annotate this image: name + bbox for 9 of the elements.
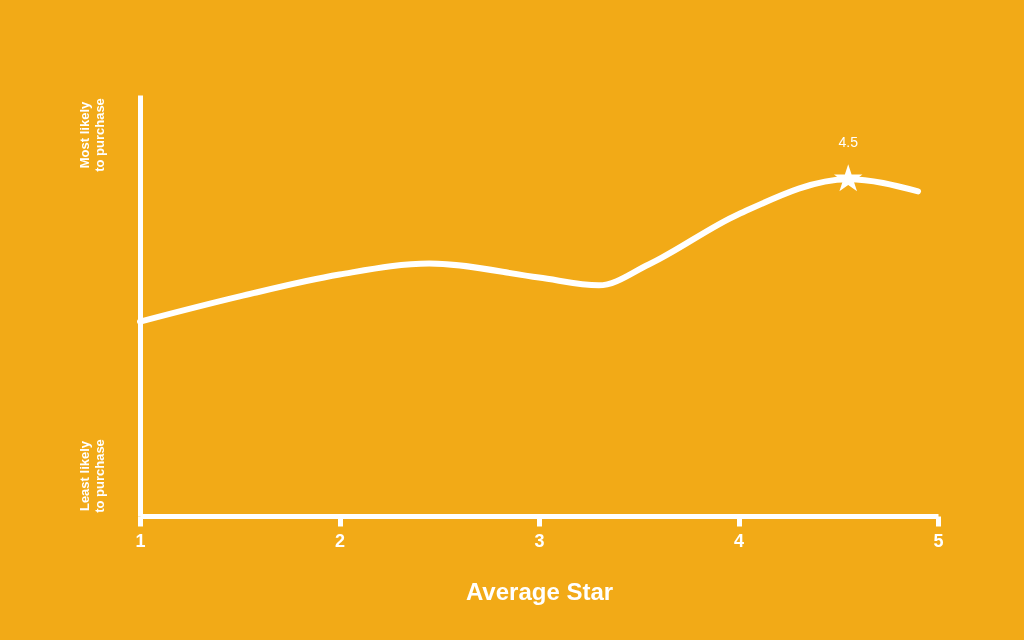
text: Most likely to purchase (77, 98, 107, 172)
x-tick-label: 4 (733, 530, 745, 551)
x-tick-label: 2 (334, 530, 346, 551)
x-axis-title: Average Star (465, 577, 614, 605)
x-tick-label: 5 (933, 530, 944, 551)
annotation: 4.5 (838, 134, 859, 151)
text: Least likely to purchase (77, 439, 107, 513)
x-tick-label: 1 (135, 530, 146, 551)
x-tick-label: 3 (534, 530, 545, 551)
